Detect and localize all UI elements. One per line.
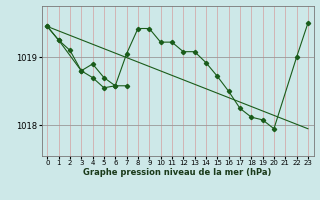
X-axis label: Graphe pression niveau de la mer (hPa): Graphe pression niveau de la mer (hPa) xyxy=(84,168,272,177)
